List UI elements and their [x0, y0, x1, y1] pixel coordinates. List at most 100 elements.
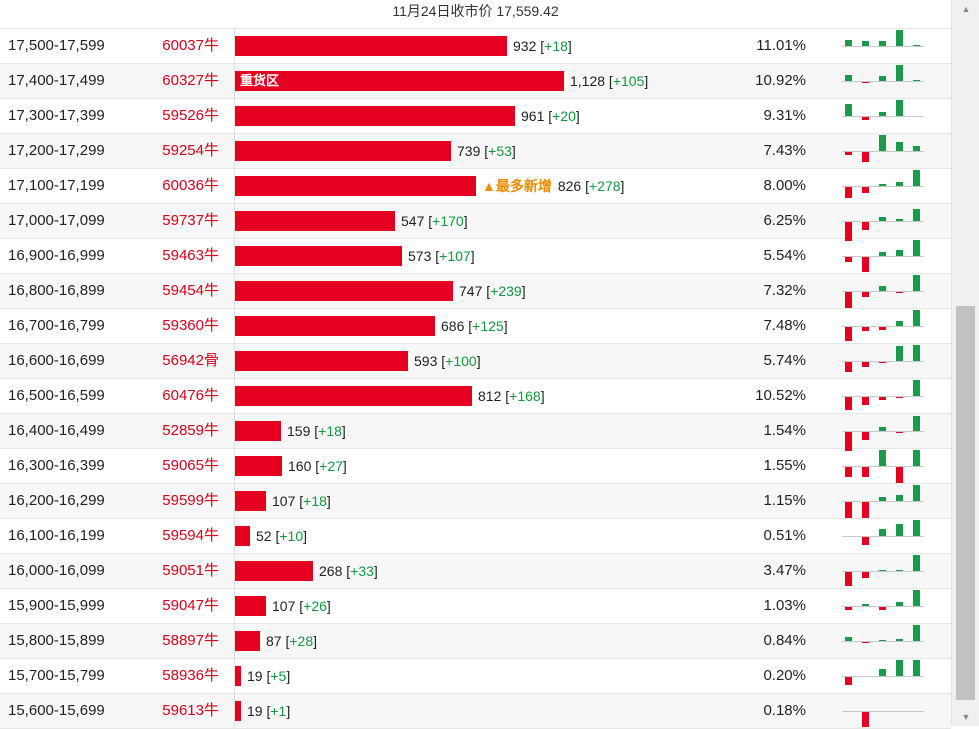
- volume-bar: [235, 176, 476, 196]
- price-range: 15,600-15,699: [8, 702, 105, 719]
- table-row[interactable]: 17,500-17,599 60037牛 932 [+18] 11.01%: [0, 29, 951, 64]
- close-price-title: 11月24日收市价 17,559.42: [392, 3, 559, 19]
- bar-value-label: 932 [+18]: [513, 38, 572, 54]
- total-value: 268: [319, 563, 343, 579]
- mini-bar: [896, 249, 903, 256]
- mini-bar: [845, 637, 852, 641]
- total-value: 87: [266, 633, 282, 649]
- mini-baseline: [842, 431, 924, 432]
- mini-bar: [862, 257, 869, 272]
- price-range: 17,200-17,299: [8, 142, 105, 159]
- mini-bar: [913, 208, 920, 221]
- table-row[interactable]: 17,400-17,499 60327牛 重货区 1,128 [+105] 10.92%: [0, 64, 951, 99]
- percentage: 10.92%: [755, 72, 806, 89]
- table-row[interactable]: 16,500-16,599 60476牛 812 [+168] 10.52%: [0, 379, 951, 414]
- vertical-scrollbar[interactable]: ▲ ▼: [951, 0, 979, 726]
- table-row[interactable]: 17,200-17,299 59254牛 739 [+53] 7.43%: [0, 134, 951, 169]
- bar-cell: 547 [+170]: [234, 204, 755, 238]
- mini-bar: [913, 519, 920, 536]
- mini-bar: [845, 187, 852, 199]
- mini-baseline: [842, 571, 924, 572]
- table-row[interactable]: 16,900-16,999 59463牛 573 [+107] 5.54%: [0, 239, 951, 274]
- bar-value-label: 159 [+18]: [287, 423, 346, 439]
- bar-value-label: 52 [+10]: [256, 528, 307, 544]
- mini-bar: [879, 427, 886, 431]
- mini-bar: [879, 668, 886, 676]
- mini-bar: [913, 379, 920, 396]
- price-range: 17,000-17,099: [8, 212, 105, 229]
- increase-value: +26: [303, 598, 327, 614]
- mini-bar: [913, 239, 920, 256]
- table-row[interactable]: 15,900-15,999 59047牛 107 [+26] 1.03%: [0, 589, 951, 624]
- mini-bar: [862, 82, 869, 84]
- mini-baseline: [842, 466, 924, 467]
- price-range: 17,100-17,199: [8, 177, 105, 194]
- table-row[interactable]: 16,100-16,199 59594牛 52 [+10] 0.51%: [0, 519, 951, 554]
- volume-bar: [235, 561, 313, 581]
- table-row[interactable]: 16,200-16,299 59599牛 107 [+18] 1.15%: [0, 484, 951, 519]
- table-row[interactable]: 15,700-15,799 58936牛 19 [+5] 0.20%: [0, 659, 951, 694]
- mini-baseline: [842, 221, 924, 222]
- mini-baseline: [842, 501, 924, 502]
- mini-trend-chart: [836, 99, 928, 133]
- total-value: 159: [287, 423, 311, 439]
- price-range: 15,700-15,799: [8, 667, 105, 684]
- mini-bar: [913, 169, 920, 186]
- mini-baseline: [842, 326, 924, 327]
- table-row[interactable]: 15,600-15,699 59613牛 19 [+1] 0.18%: [0, 694, 951, 729]
- percentage: 3.47%: [763, 562, 806, 579]
- mini-trend-chart: [836, 239, 928, 273]
- bar-cell: 107 [+18]: [234, 484, 755, 518]
- volume-bar: [235, 596, 266, 616]
- mini-baseline: [842, 711, 924, 712]
- mini-bar: [845, 432, 852, 451]
- table-row[interactable]: 16,800-16,899 59454牛 747 [+239] 7.32%: [0, 274, 951, 309]
- percentage: 11.01%: [756, 37, 806, 54]
- table-row[interactable]: 16,400-16,499 52859牛 159 [+18] 1.54%: [0, 414, 951, 451]
- mini-baseline: [842, 606, 924, 607]
- mini-bar: [896, 321, 903, 326]
- mini-bar: [862, 187, 869, 194]
- mini-baseline: [842, 46, 924, 47]
- mini-bar: [896, 292, 903, 294]
- bull-count: 58936牛: [162, 667, 219, 684]
- percentage: 5.74%: [763, 352, 806, 369]
- increase-value: +18: [303, 493, 327, 509]
- price-range: 16,300-16,399: [8, 457, 105, 474]
- bull-count: 59463牛: [162, 247, 219, 264]
- mini-bar: [879, 183, 886, 186]
- table-row[interactable]: 17,000-17,099 59737牛 547 [+170] 6.25%: [0, 204, 951, 241]
- mini-bar: [862, 502, 869, 519]
- scroll-down-icon[interactable]: ▼: [961, 712, 971, 722]
- table-row[interactable]: 16,000-16,099 59051牛 268 [+33] 3.47%: [0, 554, 951, 589]
- percentage: 9.31%: [763, 107, 806, 124]
- bar-value-label: 573 [+107]: [408, 248, 475, 264]
- table-row[interactable]: 15,800-15,899 58897牛 87 [+28] 0.84%: [0, 624, 951, 659]
- increase-value: +278: [589, 178, 621, 194]
- mini-bar: [862, 152, 869, 162]
- mini-bar: [845, 467, 852, 477]
- table-row[interactable]: 16,600-16,699 56942骨 593 [+100] 5.74%: [0, 344, 951, 379]
- mini-baseline: [842, 256, 924, 257]
- table-row[interactable]: 17,100-17,199 60036牛 ▲最多新增 826 [+278] 8.00%: [0, 169, 951, 204]
- mini-bar: [862, 397, 869, 405]
- table-row[interactable]: 16,300-16,399 59065牛 160 [+27] 1.55%: [0, 449, 951, 484]
- scrollbar-thumb[interactable]: [956, 306, 975, 700]
- mini-trend-chart: [836, 309, 928, 343]
- mini-bar: [896, 638, 903, 641]
- mini-bar: [879, 217, 886, 221]
- scroll-up-icon[interactable]: ▲: [961, 4, 971, 14]
- mini-bar: [845, 257, 852, 262]
- mini-trend-chart: [836, 344, 928, 378]
- mini-bar: [896, 494, 903, 501]
- table-row[interactable]: 17,300-17,399 59526牛 961 [+20] 9.31%: [0, 99, 951, 134]
- mini-bar: [913, 309, 920, 326]
- bar-value-label: 160 [+27]: [288, 458, 347, 474]
- mini-baseline: [842, 186, 924, 187]
- mini-bar: [879, 497, 886, 501]
- mini-bar: [913, 416, 920, 431]
- bar-value-label: 19 [+5]: [247, 668, 291, 684]
- table-row[interactable]: 16,700-16,799 59360牛 686 [+125] 7.48%: [0, 309, 951, 344]
- bull-count: 59613牛: [162, 702, 219, 719]
- mini-baseline: [842, 116, 924, 117]
